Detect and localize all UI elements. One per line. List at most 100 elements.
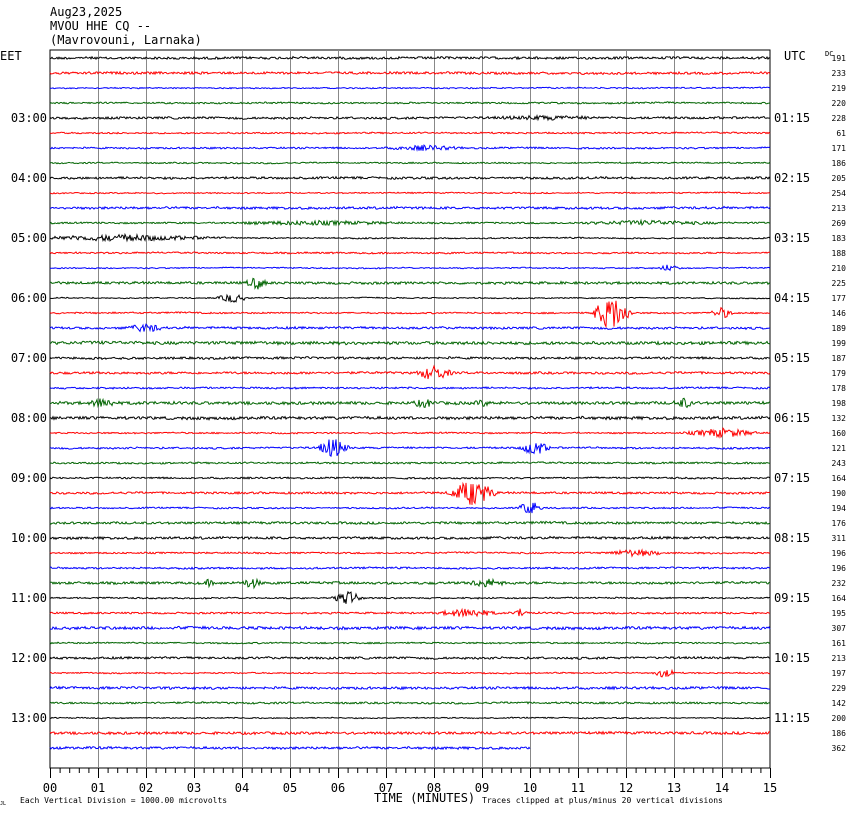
left-timezone-label: EET <box>0 49 22 63</box>
dc-offset-label: 188 <box>832 249 847 258</box>
seismic-trace <box>49 655 771 661</box>
hour-labels: 03:00 04:00 05:00 06:00 07:00 08:00 09:00 10:00… <box>11 111 810 725</box>
left-hour-label: 11:00 <box>11 591 47 605</box>
seismic-trace <box>49 590 770 604</box>
dc-offset-label: 176 <box>832 519 847 528</box>
seismic-trace <box>49 476 771 480</box>
trace-group <box>49 55 771 751</box>
seismic-trace <box>49 427 771 439</box>
dc-offset-labels: 191 233 219 220 228 61 171 186 205 254 213 269 183 18… <box>832 54 847 753</box>
dc-offset-label: 146 <box>832 309 847 318</box>
seismic-trace <box>49 205 771 211</box>
header-station: MVOU HHE CQ -- <box>50 19 152 33</box>
dc-offset-label: 195 <box>832 609 847 618</box>
dc-offset-label: 220 <box>832 99 847 108</box>
dc-offset-label: 199 <box>832 339 847 348</box>
seismic-trace <box>49 607 771 618</box>
seismic-trace <box>49 625 771 631</box>
dc-offset-label: 142 <box>832 699 847 708</box>
dc-offset-label: 197 <box>832 669 847 678</box>
dc-offset-label: 243 <box>832 459 847 468</box>
x-tick-label: 09 <box>475 781 489 795</box>
seismic-trace <box>49 323 771 333</box>
dc-offset-label: 213 <box>832 654 847 663</box>
right-hour-label: 09:15 <box>774 591 810 605</box>
seismic-trace <box>49 86 771 90</box>
seismic-trace <box>49 745 531 751</box>
plot-frame <box>49 49 771 769</box>
x-tick-label: 11 <box>571 781 585 795</box>
x-tick-label: 06 <box>331 781 345 795</box>
seismic-trace <box>49 577 771 590</box>
seismic-trace <box>49 439 771 458</box>
dc-offset-label: 198 <box>832 399 847 408</box>
seismic-trace <box>49 300 771 329</box>
left-hour-label: 03:00 <box>11 111 47 125</box>
seismic-trace <box>49 339 771 346</box>
seismic-trace <box>49 548 771 558</box>
left-hour-label: 06:00 <box>11 291 47 305</box>
left-hour-label: 12:00 <box>11 651 47 665</box>
dc-offset-label: 186 <box>832 729 847 738</box>
x-axis-label: TIME (MINUTES) <box>374 791 475 805</box>
dc-offset-label: 219 <box>832 84 847 93</box>
seismic-trace <box>50 277 771 290</box>
left-hour-label: 10:00 <box>11 531 47 545</box>
x-tick-label: 12 <box>619 781 633 795</box>
dc-offset-label: 160 <box>832 429 847 438</box>
left-hour-label: 08:00 <box>11 411 47 425</box>
seismic-trace <box>49 730 771 736</box>
x-tick-label: 10 <box>523 781 537 795</box>
dc-offset-label: 191 <box>832 54 847 63</box>
seismic-trace <box>49 461 771 465</box>
x-axis-ticks: 00 01 02 03 04 05 06 07 08 09 10 11 12 13 14 15 <box>43 768 777 795</box>
dc-offset-label: 183 <box>832 234 847 243</box>
x-tick-label: 15 <box>763 781 777 795</box>
seismic-trace <box>49 131 771 135</box>
right-hour-label: 06:15 <box>774 411 810 425</box>
dc-offset-label: 254 <box>832 189 847 198</box>
dc-offset-label: 179 <box>832 369 847 378</box>
dc-offset-label: 190 <box>832 489 847 498</box>
seismic-trace <box>49 144 771 152</box>
seismic-trace <box>50 293 771 303</box>
seismic-trace <box>49 685 771 691</box>
dc-offset-label: 164 <box>832 594 847 603</box>
dc-offset-label: 213 <box>832 204 847 213</box>
right-hour-label: 04:15 <box>774 291 810 305</box>
left-hour-label: 13:00 <box>11 711 47 725</box>
dc-offset-label: 200 <box>832 714 847 723</box>
right-hour-label: 05:15 <box>774 351 810 365</box>
dc-offset-label: 205 <box>832 174 847 183</box>
seismic-trace <box>49 101 771 105</box>
right-hour-label: 03:15 <box>774 231 810 245</box>
seismic-trace <box>49 481 771 505</box>
dc-offset-label: 232 <box>832 579 847 588</box>
left-hour-label: 05:00 <box>11 231 47 245</box>
x-tick-label: 08 <box>427 781 441 795</box>
right-hour-label: 11:15 <box>774 711 810 725</box>
right-hour-label: 01:15 <box>774 111 810 125</box>
seismic-trace <box>49 232 771 243</box>
seismic-trace <box>49 355 771 361</box>
chart-grid <box>49 49 771 769</box>
seismic-trace <box>49 716 771 720</box>
x-tick-label: 04 <box>235 781 249 795</box>
x-tick-label: 05 <box>283 781 297 795</box>
dc-offset-label: 362 <box>832 744 847 753</box>
clip-note: Traces clipped at plus/minus 20 vertical… <box>482 796 723 805</box>
dc-offset-label: 194 <box>832 504 847 513</box>
seismic-trace <box>49 175 771 181</box>
right-hour-label: 10:15 <box>774 651 810 665</box>
dc-offset-label: 171 <box>832 144 847 153</box>
dc-offset-label: 61 <box>836 129 846 138</box>
header-location: (Mavrovouni, Larnaka) <box>50 33 202 47</box>
header-date: Aug23,2025 <box>50 5 123 19</box>
left-hour-label: 09:00 <box>11 471 47 485</box>
x-tick-label: 13 <box>667 781 681 795</box>
dc-offset-label: 229 <box>832 684 847 693</box>
dc-offset-label: 311 <box>832 534 847 543</box>
seismic-trace <box>49 191 771 195</box>
dc-offset-label: 132 <box>832 414 847 423</box>
